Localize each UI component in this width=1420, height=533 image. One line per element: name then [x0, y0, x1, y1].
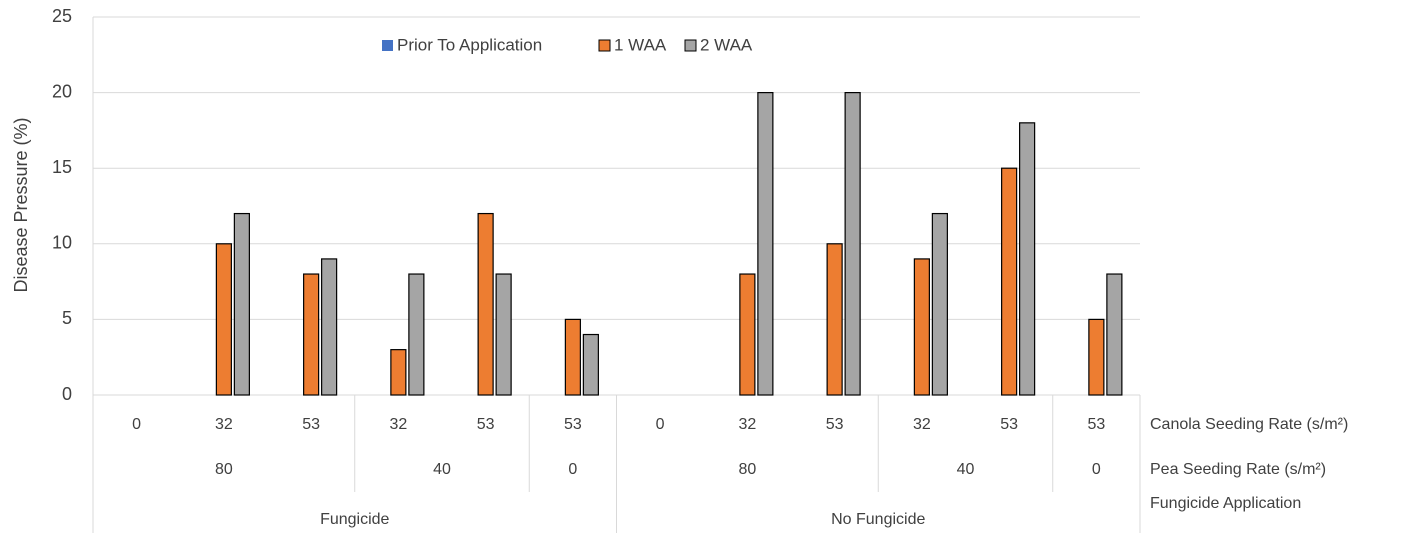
- y-tick-label: 20: [52, 81, 72, 101]
- bar: [1088, 318, 1105, 396]
- legend-swatch: [684, 39, 697, 52]
- y-tick-label: 15: [52, 157, 72, 177]
- bar: [495, 273, 512, 396]
- bar: [215, 243, 232, 396]
- bar: [826, 243, 843, 396]
- bar: [564, 318, 581, 396]
- bar: [477, 212, 494, 396]
- bar: [582, 333, 599, 396]
- legend-swatch: [598, 39, 611, 52]
- x-tick-label: 53: [477, 416, 495, 433]
- group-label: 80: [738, 461, 756, 478]
- x-tick-label: 32: [913, 416, 931, 433]
- level-label: Fungicide Application: [1150, 495, 1301, 512]
- group-label: Fungicide: [320, 511, 389, 528]
- level-label: Canola Seeding Rate (s/m²): [1150, 416, 1348, 433]
- group-label: 0: [568, 461, 577, 478]
- bar: [931, 212, 948, 396]
- x-tick-label: 32: [215, 416, 233, 433]
- bar: [1001, 167, 1018, 396]
- x-tick-label: 0: [132, 416, 141, 433]
- bar: [408, 273, 425, 396]
- group-label: No Fungicide: [831, 511, 925, 528]
- legend-swatch: [382, 40, 393, 51]
- x-tick-label: 0: [656, 416, 665, 433]
- x-tick-label: 53: [1087, 416, 1105, 433]
- x-tick-label: 32: [389, 416, 407, 433]
- y-tick-label: 25: [52, 6, 72, 26]
- bar: [321, 258, 338, 396]
- y-axis-title: Disease Pressure (%): [11, 117, 31, 292]
- group-label: 80: [215, 461, 233, 478]
- bar: [390, 349, 407, 396]
- bar: [757, 91, 774, 396]
- bar: [233, 212, 250, 396]
- bar: [739, 273, 756, 396]
- x-tick-label: 32: [738, 416, 756, 433]
- bar: [1019, 122, 1036, 396]
- x-tick-label: 53: [564, 416, 582, 433]
- x-tick-label: 53: [302, 416, 320, 433]
- y-tick-label: 10: [52, 233, 72, 253]
- bar: [1106, 273, 1123, 396]
- group-label: 0: [1092, 461, 1101, 478]
- legend-label: 2 WAA: [700, 35, 753, 54]
- bar: [303, 273, 320, 396]
- level-label: Pea Seeding Rate (s/m²): [1150, 461, 1326, 478]
- bar: [844, 91, 861, 396]
- legend-label: Prior To Application: [397, 35, 542, 54]
- y-tick-label: 5: [62, 308, 72, 328]
- x-tick-label: 53: [826, 416, 844, 433]
- bar: [913, 258, 930, 396]
- y-tick-label: 0: [62, 384, 72, 404]
- x-tick-label: 53: [1000, 416, 1018, 433]
- legend-label: 1 WAA: [614, 35, 667, 54]
- group-label: 40: [957, 461, 975, 478]
- group-label: 40: [433, 461, 451, 478]
